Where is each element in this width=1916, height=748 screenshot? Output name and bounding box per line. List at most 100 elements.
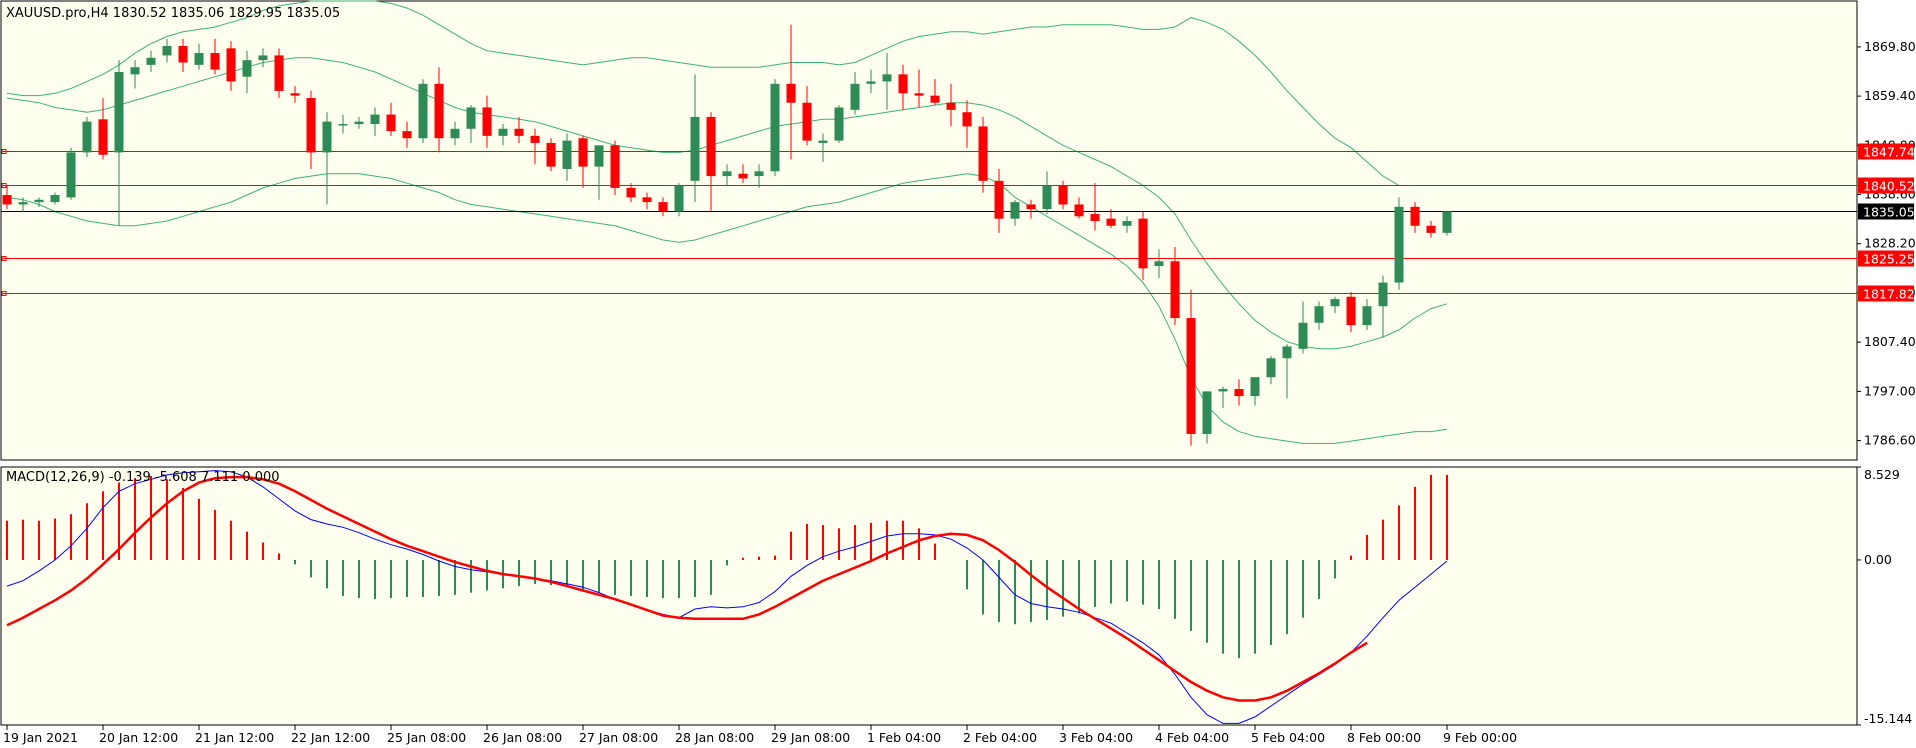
candle-body — [978, 126, 988, 181]
bullish-candle — [818, 133, 828, 162]
candle-body — [290, 93, 300, 96]
candle-body — [914, 93, 924, 96]
level-anchor[interactable] — [1, 256, 7, 261]
price-axis: 1869.801859.401849.001838.601828.201817.… — [1857, 39, 1916, 448]
candle-body — [930, 95, 940, 103]
price-tick-label: 1786.60 — [1864, 433, 1916, 448]
bullish-candle — [1266, 355, 1276, 385]
bullish-candle — [354, 116, 364, 129]
macd-signal-line — [6, 475, 1368, 702]
bullish-candle — [1378, 275, 1388, 337]
macd-panel-background[interactable] — [0, 466, 1858, 726]
bearish-candle — [658, 197, 668, 217]
candle-body — [786, 83, 796, 103]
candle-body — [1378, 282, 1388, 307]
time-axis: 19 Jan 2021 20 Jan 12:00 21 Jan 12:00 22 Ja… — [3, 725, 1517, 745]
bullish-candle — [242, 50, 252, 94]
candle-body — [98, 119, 108, 155]
time-tick-label: 20 Jan 12:00 — [99, 730, 178, 745]
candle-body — [50, 195, 60, 203]
macd-tick-label: 0.00 — [1864, 552, 1892, 567]
bullish-candle — [1042, 171, 1052, 214]
candle-body — [770, 83, 780, 172]
candle-body — [578, 138, 588, 167]
bullish-candle — [1314, 301, 1324, 330]
bearish-candle — [578, 135, 588, 188]
candle-body — [162, 45, 172, 56]
bearish-candle — [290, 86, 300, 103]
price-tick-label: 1807.40 — [1864, 334, 1916, 349]
candle-body — [306, 98, 316, 153]
candle-body — [466, 107, 476, 129]
candle-body — [802, 102, 812, 141]
time-tick-label: 8 Feb 00:00 — [1347, 730, 1421, 745]
bearish-candle — [402, 121, 412, 148]
macd-lines — [6, 470, 1448, 724]
bullish-candle — [50, 192, 60, 205]
candle-body — [1010, 202, 1020, 219]
candle-body — [1266, 358, 1276, 378]
candle-body — [242, 60, 252, 77]
bearish-candle — [994, 168, 1004, 233]
candle-body — [194, 53, 204, 65]
bearish-candle — [210, 38, 220, 75]
level-price-tag — [1858, 285, 1914, 302]
bearish-candle — [962, 100, 972, 148]
macd-axis: 8.529 0.00 -15.144 — [1857, 466, 1912, 726]
symbol-header: XAUUSD.pro,H4 1830.52 1835.06 1829.95 18… — [6, 6, 340, 21]
candle-body — [1122, 221, 1132, 226]
level-price-tag — [1858, 250, 1914, 267]
bullish-candle — [722, 164, 732, 186]
time-tick-label: 25 Jan 08:00 — [387, 730, 466, 745]
bearish-candle — [546, 138, 556, 172]
bullish-candle — [450, 121, 460, 146]
candle-body — [514, 128, 524, 136]
candle-body — [834, 107, 844, 141]
candle-body — [146, 57, 156, 65]
level-anchor[interactable] — [1, 183, 7, 188]
time-tick-label: 2 Feb 04:00 — [963, 730, 1037, 745]
bullish-candle — [258, 48, 268, 68]
bullish-candle — [1330, 296, 1340, 314]
candle-body — [450, 128, 460, 139]
bearish-candle — [610, 140, 620, 196]
bearish-candle — [786, 24, 796, 160]
price-tick-label: 1797.00 — [1864, 383, 1916, 398]
bollinger-upper-band — [6, 0, 1447, 186]
candle-body — [1282, 346, 1292, 359]
bearish-candle — [626, 183, 636, 203]
candle-body — [866, 81, 876, 84]
level-anchor[interactable] — [1, 149, 7, 154]
candle-body — [482, 107, 492, 136]
bearish-candle — [98, 98, 108, 160]
bearish-candle — [1426, 221, 1436, 238]
candle-body — [178, 45, 188, 63]
bearish-candle — [1410, 202, 1420, 233]
bearish-candle — [946, 83, 956, 127]
bullish-candle — [194, 43, 204, 70]
time-tick-label: 3 Feb 04:00 — [1059, 730, 1133, 745]
bearish-candle — [1170, 247, 1180, 326]
candle-body — [1298, 322, 1308, 349]
candle-body — [562, 140, 572, 169]
candle-body — [82, 121, 92, 153]
candle-body — [66, 152, 76, 198]
candle-body — [1026, 204, 1036, 210]
price-tick-label: 1869.80 — [1864, 39, 1916, 54]
candle-body — [1410, 206, 1420, 226]
candle-body — [738, 173, 748, 179]
bullish-candle — [1298, 301, 1308, 354]
candle-body — [1218, 389, 1228, 392]
macd-header: MACD(12,26,9) -0.139 -5.608 7.111 0.000 — [6, 470, 280, 485]
level-price-tag — [1858, 177, 1914, 194]
horizontal-levels — [1, 149, 1857, 296]
candle-body — [2, 195, 12, 205]
price-panel-background[interactable] — [0, 0, 1858, 461]
level-anchor[interactable] — [1, 291, 7, 296]
candle-body — [258, 55, 268, 61]
candle-body — [418, 83, 428, 139]
candle-body — [1234, 389, 1244, 397]
bullish-candle — [754, 164, 764, 188]
candle-body — [642, 197, 652, 203]
bullish-candle — [1154, 249, 1164, 278]
